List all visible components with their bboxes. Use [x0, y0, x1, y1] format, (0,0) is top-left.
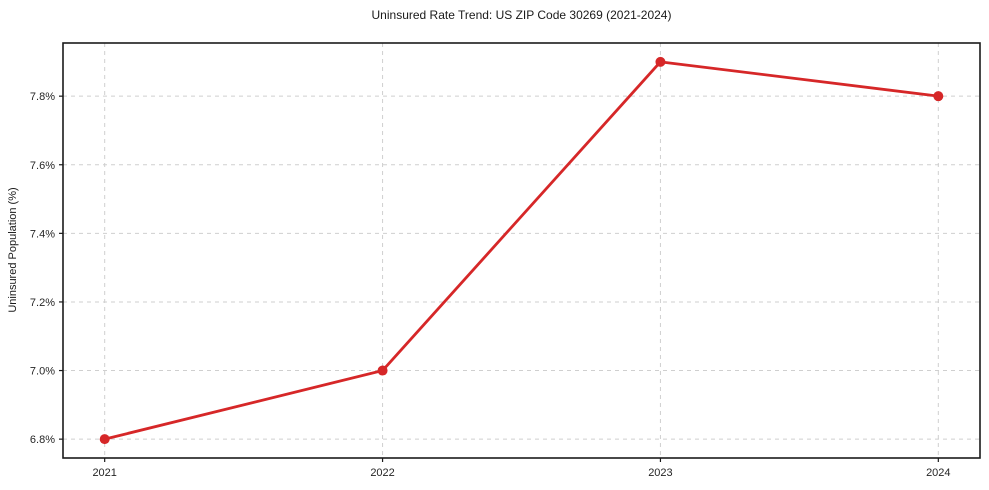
chart-title: Uninsured Rate Trend: US ZIP Code 30269 …	[371, 8, 672, 22]
data-point	[377, 365, 388, 376]
x-tick-label: 2024	[926, 467, 950, 479]
data-line	[103, 60, 940, 441]
y-tick-label: 7.8%	[30, 91, 55, 103]
x-tick-label: 2022	[370, 467, 394, 479]
y-tick-label: 7.6%	[30, 160, 55, 172]
data-point	[655, 56, 666, 67]
y-tick-label: 7.0%	[30, 366, 55, 378]
y-tick-label: 7.4%	[30, 228, 55, 240]
x-tick-label: 2021	[92, 467, 116, 479]
data-point	[933, 91, 944, 102]
y-tick-label: 7.2%	[30, 297, 55, 309]
y-tick-label: 6.8%	[30, 434, 55, 446]
x-tick-label: 2023	[648, 467, 672, 479]
data-point	[99, 434, 110, 445]
plot-border	[62, 42, 981, 459]
